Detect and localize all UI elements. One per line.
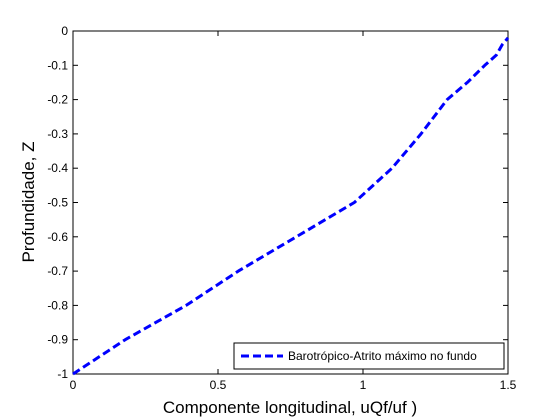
series-line-0 (72, 36, 510, 376)
y-tick-label: -0.3 (47, 127, 68, 141)
axis-ticks: 0 0.5 1 1.5 0 -0.1 -0.2 -0.3 -0.4 -0.5 -0.6 -0.7 -0.… (47, 24, 516, 392)
y-axis-title: Profundidade, Z (19, 142, 38, 263)
x-tick-label: 0 (70, 378, 77, 392)
y-tick-label: -0.7 (47, 264, 68, 278)
legend-label: Barotrópico-Atrito máximo no fundo (288, 349, 477, 363)
y-tick-label: -0.6 (47, 230, 68, 244)
y-tick-label: -0.4 (47, 161, 68, 175)
x-tick-label: 1.5 (500, 378, 517, 392)
x-axis-title: Componente longitudinal, uQf/uf ) (163, 398, 417, 417)
y-tick-label: -1 (57, 367, 68, 381)
y-tick-label: -0.1 (47, 58, 68, 72)
y-tick-label: -0.2 (47, 93, 68, 107)
series-lines (72, 36, 510, 376)
y-tick-label: -0.8 (47, 298, 68, 312)
y-tick-label: -0.9 (47, 333, 68, 347)
x-tick-label: 1 (360, 378, 367, 392)
plot-area (72, 30, 509, 375)
y-tick-label: 0 (61, 24, 68, 38)
x-tick-label: 0.5 (210, 378, 227, 392)
legend: Barotrópico-Atrito máximo no fundo (233, 342, 505, 370)
y-tick-label: -0.5 (47, 196, 68, 210)
